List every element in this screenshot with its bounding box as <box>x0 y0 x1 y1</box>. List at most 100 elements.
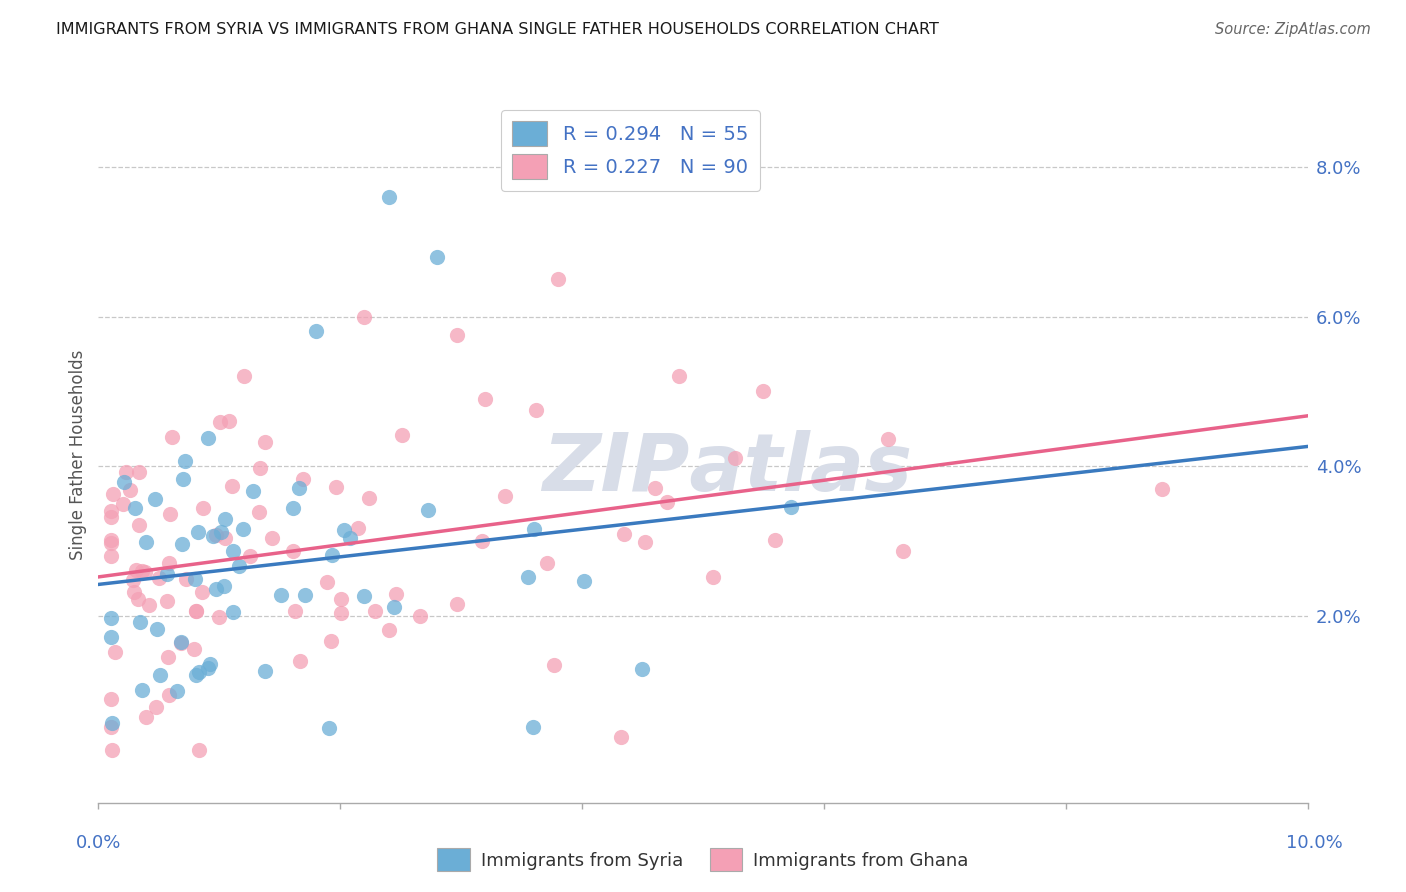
Point <box>172 472 194 486</box>
Point <box>232 522 254 536</box>
Point <box>100 630 122 644</box>
Point <box>156 594 179 608</box>
Point <box>115 465 138 479</box>
Point <box>149 667 172 681</box>
Point <box>187 743 209 757</box>
Point <box>183 642 205 657</box>
Point <box>146 622 169 636</box>
Point <box>118 483 141 497</box>
Point <box>353 310 375 324</box>
Point <box>702 570 724 584</box>
Point <box>347 521 370 535</box>
Point <box>170 634 193 648</box>
Point <box>191 585 214 599</box>
Point <box>332 523 354 537</box>
Point <box>321 548 343 562</box>
Point <box>159 507 181 521</box>
Point <box>135 710 157 724</box>
Point <box>214 531 236 545</box>
Point <box>613 527 636 541</box>
Point <box>157 688 180 702</box>
Point <box>187 524 209 539</box>
Point <box>122 573 145 587</box>
Text: Source: ZipAtlas.com: Source: ZipAtlas.com <box>1215 22 1371 37</box>
Point <box>254 435 277 450</box>
Point <box>170 636 193 650</box>
Point <box>247 505 270 519</box>
Point <box>172 537 194 551</box>
Point <box>446 328 468 343</box>
Point <box>212 579 235 593</box>
Point <box>543 657 565 672</box>
Text: IMMIGRANTS FROM SYRIA VS IMMIGRANTS FROM GHANA SINGLE FATHER HOUSEHOLDS CORRELAT: IMMIGRANTS FROM SYRIA VS IMMIGRANTS FROM… <box>56 22 939 37</box>
Point <box>523 522 546 536</box>
Point <box>281 500 304 515</box>
Point <box>408 608 430 623</box>
Point <box>134 565 156 579</box>
Point <box>288 654 311 668</box>
Point <box>634 534 657 549</box>
Point <box>188 665 211 679</box>
Point <box>101 716 124 731</box>
Point <box>572 574 595 588</box>
Point <box>100 533 122 547</box>
Point <box>131 564 153 578</box>
Point <box>494 489 516 503</box>
Point <box>262 531 284 545</box>
Point <box>284 604 307 618</box>
Point <box>779 500 801 514</box>
Text: 10.0%: 10.0% <box>1286 834 1343 852</box>
Point <box>270 588 292 602</box>
Point <box>174 572 197 586</box>
Point <box>752 384 775 399</box>
Point <box>208 610 231 624</box>
Point <box>184 573 207 587</box>
Point <box>201 528 224 542</box>
Point <box>156 566 179 581</box>
Point <box>232 369 254 384</box>
Point <box>100 611 122 625</box>
Point <box>228 558 250 573</box>
Point <box>208 415 231 429</box>
Point <box>157 556 180 570</box>
Point <box>384 587 406 601</box>
Point <box>891 544 914 558</box>
Point <box>138 598 160 612</box>
Point <box>129 615 152 629</box>
Point <box>103 644 125 658</box>
Point <box>143 492 166 507</box>
Point <box>330 607 353 621</box>
Point <box>239 549 262 563</box>
Point <box>325 480 347 494</box>
Legend: Immigrants from Syria, Immigrants from Ghana: Immigrants from Syria, Immigrants from G… <box>430 841 976 879</box>
Point <box>100 720 122 734</box>
Point <box>160 430 183 444</box>
Point <box>184 604 207 618</box>
Point <box>378 624 401 638</box>
Point <box>127 592 149 607</box>
Point <box>131 683 153 698</box>
Text: ZIP​atlas: ZIP​atlas <box>543 430 912 508</box>
Point <box>353 589 375 603</box>
Point <box>135 535 157 549</box>
Point <box>877 432 900 446</box>
Point <box>522 720 544 734</box>
Point <box>471 534 494 549</box>
Point <box>100 504 122 518</box>
Point <box>763 533 786 547</box>
Point <box>184 604 207 618</box>
Point <box>157 649 180 664</box>
Point <box>166 684 188 698</box>
Point <box>377 190 399 204</box>
Point <box>184 668 207 682</box>
Point <box>111 497 134 511</box>
Point <box>418 502 440 516</box>
Point <box>112 475 135 489</box>
Point <box>174 453 197 467</box>
Point <box>655 495 678 509</box>
Point <box>316 574 339 589</box>
Point <box>524 403 547 417</box>
Point <box>536 556 558 570</box>
Point <box>218 414 240 428</box>
Point <box>222 544 245 558</box>
